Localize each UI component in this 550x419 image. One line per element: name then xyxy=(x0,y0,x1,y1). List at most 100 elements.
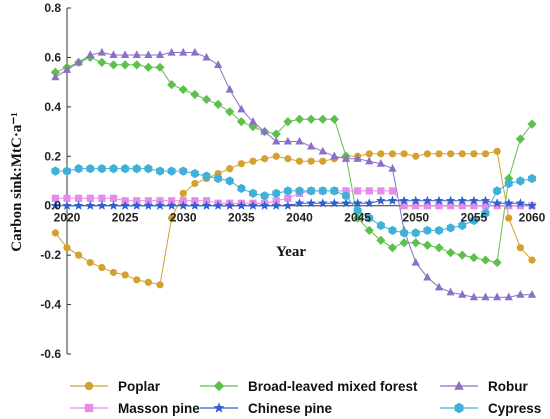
data-point xyxy=(73,200,84,210)
data-point xyxy=(50,200,61,210)
data-point xyxy=(51,229,59,237)
data-point xyxy=(422,240,432,250)
data-point xyxy=(410,195,421,205)
data-point xyxy=(481,292,490,301)
data-point xyxy=(481,150,490,158)
data-point xyxy=(144,50,153,59)
data-point xyxy=(144,278,152,286)
data-point xyxy=(412,152,420,160)
data-point xyxy=(166,200,177,210)
data-point xyxy=(493,186,502,196)
data-point xyxy=(86,164,95,174)
x-tick-label: 2040 xyxy=(286,211,313,225)
data-point xyxy=(213,402,225,413)
data-point xyxy=(248,200,258,210)
data-point xyxy=(121,50,130,59)
data-point xyxy=(50,67,60,77)
data-point xyxy=(458,150,466,158)
data-point xyxy=(120,200,130,210)
data-point xyxy=(458,202,466,210)
data-point xyxy=(249,188,257,198)
data-point xyxy=(284,155,292,163)
data-point xyxy=(469,253,479,263)
data-point xyxy=(144,164,153,174)
data-point xyxy=(109,50,118,59)
y-tick-label: -0.2 xyxy=(40,248,61,262)
data-point xyxy=(516,176,525,186)
data-point xyxy=(411,238,421,248)
data-point xyxy=(97,47,106,56)
data-point xyxy=(307,141,316,150)
data-point xyxy=(446,223,455,233)
data-point xyxy=(481,208,490,218)
data-point xyxy=(423,272,432,281)
data-point xyxy=(329,198,340,208)
series-broad-leaved-mixed-forest xyxy=(50,52,537,268)
data-point xyxy=(400,202,408,210)
legend-label: Robur xyxy=(488,379,528,394)
y-tick-label: -0.6 xyxy=(40,347,61,361)
data-point xyxy=(458,220,467,231)
data-point xyxy=(364,225,374,236)
data-point xyxy=(493,147,501,155)
data-point xyxy=(143,62,153,72)
data-point xyxy=(214,60,223,68)
data-point xyxy=(376,159,385,167)
data-point xyxy=(84,403,94,413)
data-point xyxy=(63,194,71,202)
data-point xyxy=(75,194,83,202)
data-point xyxy=(213,200,223,210)
data-point xyxy=(306,114,316,124)
legend-label: Cypress xyxy=(488,401,541,416)
legend-label: Poplar xyxy=(118,379,161,394)
y-tick-label: 0.6 xyxy=(44,50,61,64)
data-point xyxy=(480,255,491,265)
data-point xyxy=(434,195,444,205)
data-point xyxy=(411,257,420,266)
data-point xyxy=(423,150,431,158)
data-point xyxy=(260,191,269,201)
data-point xyxy=(178,200,189,210)
data-point xyxy=(97,200,107,210)
data-point xyxy=(481,202,490,210)
data-point xyxy=(318,146,327,155)
y-tick-label: 0.4 xyxy=(44,100,61,114)
data-point xyxy=(399,238,409,248)
data-point xyxy=(249,157,257,165)
data-point xyxy=(528,173,536,184)
data-point xyxy=(98,194,106,202)
data-point xyxy=(155,62,165,72)
data-point xyxy=(178,84,188,95)
data-point xyxy=(191,179,199,188)
data-point xyxy=(353,213,363,223)
data-point xyxy=(237,104,246,113)
data-point xyxy=(388,150,397,158)
data-point xyxy=(190,89,200,100)
data-point xyxy=(400,228,409,238)
data-point xyxy=(388,187,397,195)
x-tick-label: 2020 xyxy=(54,211,81,225)
data-point xyxy=(294,114,305,124)
data-point xyxy=(387,195,398,205)
data-point xyxy=(236,117,246,127)
data-point xyxy=(143,200,154,210)
data-point xyxy=(454,380,464,390)
data-point xyxy=(527,290,537,298)
data-point xyxy=(365,213,374,223)
data-point xyxy=(469,292,478,301)
series-line xyxy=(55,51,532,298)
data-point xyxy=(259,200,270,210)
series-cypress xyxy=(51,164,536,238)
data-point xyxy=(447,150,455,158)
data-point xyxy=(225,84,234,93)
data-point xyxy=(377,150,385,158)
data-point xyxy=(353,206,362,216)
data-point xyxy=(179,189,187,197)
data-point xyxy=(352,198,363,208)
legend-item: Masson pine xyxy=(70,401,200,416)
data-point xyxy=(503,198,514,208)
legend-item: Chinese pine xyxy=(200,401,333,416)
data-point xyxy=(341,198,351,208)
data-point xyxy=(295,157,304,165)
